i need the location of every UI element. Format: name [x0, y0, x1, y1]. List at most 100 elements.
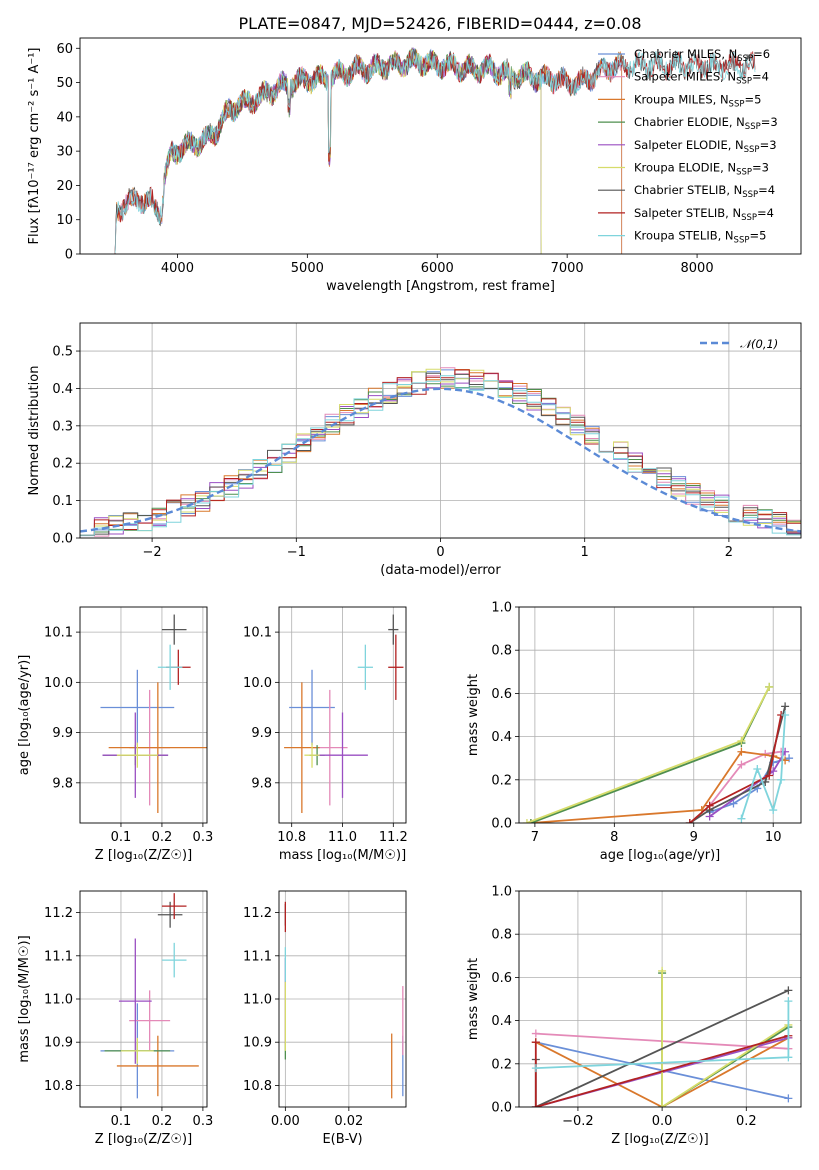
- x-tick-label: 4000: [161, 261, 194, 276]
- y-tick-label: 0.8: [491, 928, 512, 943]
- legend-text: Salpeter ELODIE, N: [634, 138, 744, 152]
- y-tick-label: 0.2: [491, 1057, 512, 1072]
- y-tick-label: 0.4: [52, 382, 73, 397]
- grid-lines: [80, 891, 207, 1107]
- x-tick-label: 0.0: [652, 1114, 673, 1129]
- legend-sub: SSP: [736, 168, 752, 178]
- axes-frame: [79, 37, 802, 255]
- x-tick-label: 5000: [291, 261, 324, 276]
- legend-entry: Kroupa STELIB, NSSP=5: [634, 229, 766, 246]
- weight-marker-7: [765, 771, 774, 780]
- y-tick-label: 11.0: [243, 993, 272, 1008]
- y-tick-label: 1.0: [491, 885, 512, 900]
- weight-marker-8: [737, 814, 746, 823]
- x-tick-label: 6000: [421, 261, 454, 276]
- x-axis-label: mass [log₁₀(M/M☉)]: [279, 848, 406, 863]
- weight-line-2: [535, 1037, 789, 1107]
- legend-sub: SSP: [744, 145, 760, 155]
- y-tick-label: 0.5: [52, 345, 73, 360]
- y-tick-label: 11.0: [44, 993, 73, 1008]
- x-axis-label: E(B-V): [322, 1132, 362, 1147]
- weight-marker-8: [531, 1064, 540, 1073]
- spectrum-line-8: [114, 48, 756, 254]
- legend-sub: SSP: [729, 99, 745, 109]
- x-axis-label: Z [log₁₀(Z/Z☉)]: [611, 1132, 708, 1147]
- y-tick-label: 11.2: [243, 906, 272, 921]
- x-tick-label: 9: [690, 830, 698, 845]
- x-tick-label: 0.1: [111, 1114, 132, 1129]
- y-tick-label: 0.4: [491, 730, 512, 745]
- figure-title: PLATE=0847, MJD=52426, FIBERID=0444, z=0…: [238, 14, 641, 33]
- legend-entry: Salpeter STELIB, NSSP=4: [634, 206, 774, 223]
- legend-entry: Kroupa ELODIE, NSSP=3: [634, 161, 769, 178]
- x-tick-label: 0.02: [334, 1114, 363, 1129]
- y-tick-label: 20: [56, 179, 73, 194]
- x-tick-label: 10: [765, 830, 782, 845]
- y-tick-label: 30: [56, 145, 73, 160]
- legend-sub: SSP: [734, 236, 750, 246]
- panel-mass_weight_vs_age: 7 8 9 10 0.0 0.2 0.4 0.6 0.8 1.0 age [log₁₀(age/yr…: [466, 601, 802, 863]
- axes-frame: [518, 606, 802, 824]
- x-tick-label: 11.2: [379, 830, 408, 845]
- x-tick-label: 0: [436, 545, 444, 560]
- legend-entry: 𝒩(0,1): [740, 337, 778, 351]
- weight-marker-5: [658, 966, 667, 975]
- panel-residual_histogram: −2 −1 0 1 2 0.0 0.1 0.2 0.3 0.4 0.5 (data-model)/er…: [27, 322, 802, 578]
- x-tick-label: −0.2: [562, 1114, 594, 1129]
- x-axis-label: age [log₁₀(age/yr)]: [600, 848, 721, 863]
- weight-marker-6: [781, 702, 790, 711]
- legend-text: Kroupa STELIB, N: [634, 229, 734, 243]
- legend-sub: SSP: [737, 54, 753, 64]
- weight-line-7: [689, 714, 782, 823]
- x-tick-label: 8: [610, 830, 618, 845]
- y-tick-label: 9.8: [52, 776, 73, 791]
- x-tick-label: 8000: [681, 261, 714, 276]
- y-tick-label: 9.9: [251, 726, 272, 741]
- weight-marker-7: [531, 1103, 540, 1107]
- y-tick-label: 10.9: [44, 1036, 73, 1051]
- y-tick-label: 0: [65, 248, 73, 263]
- y-tick-label: 0.6: [491, 971, 512, 986]
- weight-marker-7: [685, 819, 694, 823]
- weight-marker-2: [737, 747, 746, 756]
- x-tick-label: 2: [725, 545, 733, 560]
- x-tick-label: 10.8: [277, 830, 306, 845]
- y-axis-label: age [log₁₀(age/yr)]: [17, 655, 32, 776]
- legend-text: Chabrier STELIB, N: [634, 183, 742, 197]
- legend-val: =4: [758, 183, 775, 197]
- plot-area: [114, 47, 756, 254]
- legend-entry: Salpeter MILES, NSSP=4: [634, 70, 769, 87]
- x-axis-label: Z [log₁₀(Z/Z☉)]: [95, 1132, 192, 1147]
- y-tick-label: 10.1: [44, 626, 73, 641]
- legend-sub: SSP: [736, 77, 752, 87]
- x-tick-label: 0.00: [271, 1114, 300, 1129]
- y-tick-label: 10.0: [243, 676, 272, 691]
- x-axis-label: wavelength [Angstrom, rest frame]: [326, 279, 555, 294]
- y-tick-label: 10.9: [243, 1036, 272, 1051]
- weight-marker-7: [705, 801, 714, 810]
- y-tick-label: 9.8: [251, 776, 272, 791]
- legend-text: Chabrier MILES, N: [634, 47, 737, 61]
- y-tick-label: 9.9: [52, 726, 73, 741]
- legend-val: =6: [753, 47, 770, 61]
- x-tick-label: 11.0: [328, 830, 357, 845]
- legend-val: =3: [752, 161, 769, 175]
- x-tick-label: 0.2: [736, 1114, 757, 1129]
- axes-frame: [79, 606, 208, 824]
- x-tick-label: 7: [531, 830, 539, 845]
- weight-marker-1: [531, 1029, 540, 1038]
- x-tick-label: −1: [287, 545, 306, 560]
- legend: 𝒩(0,1): [700, 337, 778, 351]
- weight-marker-0: [729, 799, 738, 808]
- plot-area: [80, 367, 801, 538]
- legend-sub: SSP: [741, 213, 757, 223]
- weight-marker-1: [737, 760, 746, 769]
- x-tick-label: 0.3: [193, 1114, 214, 1129]
- weight-marker-8: [769, 806, 778, 815]
- y-tick-label: 60: [56, 42, 73, 57]
- y-axis-label: Normed distribution: [27, 366, 42, 496]
- legend-val: =5: [749, 229, 766, 243]
- weight-marker-0: [784, 1094, 793, 1103]
- y-axis-label: mass weight: [466, 958, 481, 1040]
